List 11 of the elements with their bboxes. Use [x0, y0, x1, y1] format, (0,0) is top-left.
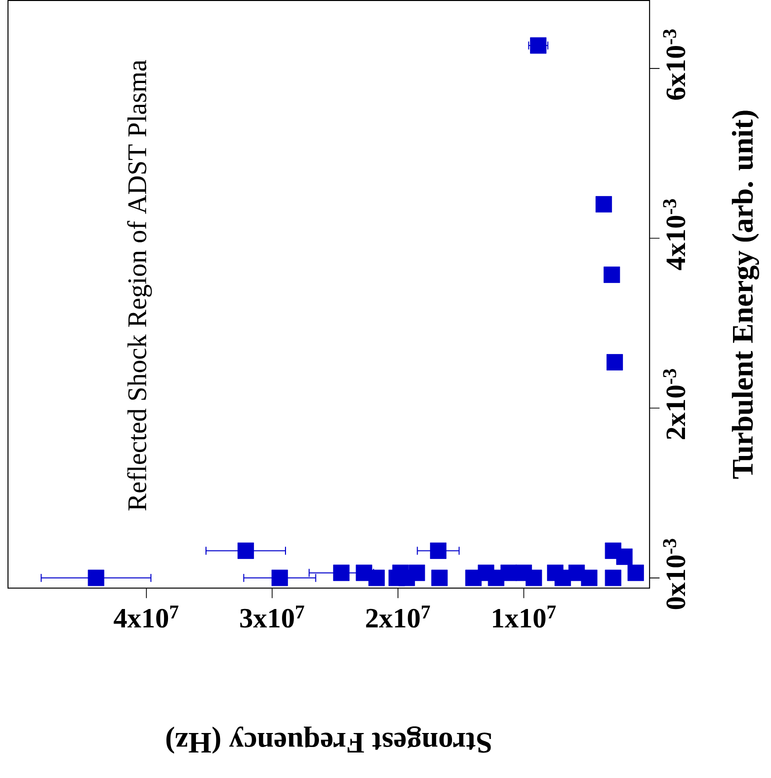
- y-tick-label: 2x10$^{-3}$: [663, 369, 686, 440]
- x-axis-title: Strongest Frequency (Hz): [166, 726, 492, 754]
- x-tick-label: 1x10$^{7}$: [493, 606, 556, 628]
- x-tick-label: 3x10$^{7}$: [240, 606, 304, 628]
- x-tick-label: 4x10$^{7}$: [114, 606, 179, 628]
- x-tick-label: 2x10$^{7}$: [366, 606, 430, 628]
- y-tick-label: 0x10$^{-3}$: [663, 538, 686, 610]
- y-tick-label: 4x10$^{-3}$: [663, 199, 686, 270]
- text: Reflected Shock Region of ADST Plasma: [127, 60, 152, 511]
- y-axis-title: Turbulent Energy (arb. unit): [732, 110, 760, 479]
- y-tick-label: 6x10$^{-3}$: [663, 29, 686, 100]
